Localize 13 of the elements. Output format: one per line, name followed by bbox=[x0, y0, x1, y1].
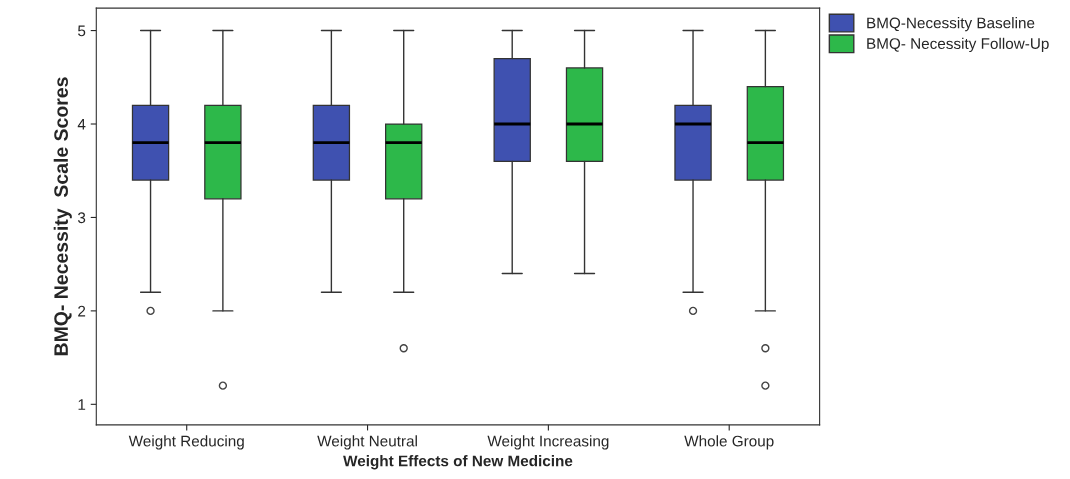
x-tick-label: Weight Neutral bbox=[317, 435, 417, 450]
y-tick-label: 2 bbox=[78, 305, 86, 317]
x-axis-title: Weight Effects of New Medicine bbox=[343, 455, 573, 470]
legend-label: BMQ- Necessity Follow-Up bbox=[867, 37, 1049, 53]
legend-label: BMQ-Necessity Baseline bbox=[867, 17, 1035, 32]
y-tick-label: 5 bbox=[78, 25, 86, 37]
x-tick-label: Weight Reducing bbox=[128, 435, 244, 450]
y-axis-title: BMQ- Necessity Scale Scores bbox=[53, 77, 72, 356]
x-tick-label: Weight Increasing bbox=[487, 435, 609, 450]
y-tick-label: 4 bbox=[77, 119, 86, 130]
y-tick-label: 3 bbox=[77, 212, 86, 224]
y-tick-label: 1 bbox=[78, 399, 86, 410]
x-tick-label: Whole Group bbox=[684, 435, 774, 450]
